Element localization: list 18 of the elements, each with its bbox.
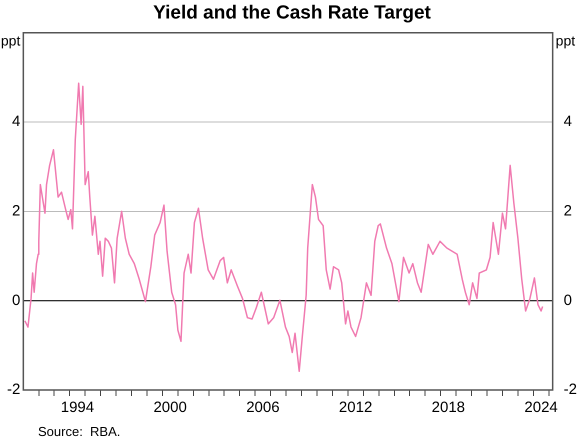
y-axis-title: ppt <box>0 32 20 49</box>
chart-title: Yield and the Cash Rate Target <box>153 2 432 24</box>
x-tick-label: 2024 <box>524 399 558 416</box>
x-tick-label: 1994 <box>60 399 94 416</box>
y-tick-label: 2 <box>12 202 20 220</box>
y-tick-label: 4 <box>12 113 20 130</box>
x-tick-label: 2018 <box>432 399 466 416</box>
x-tick-label: 2000 <box>153 399 187 416</box>
x-tick-label: 2012 <box>338 399 372 416</box>
y2-axis-title: ppt <box>556 32 576 49</box>
x-tick-label: 2006 <box>246 399 280 416</box>
y2-tick-label: 0 <box>564 292 572 309</box>
y2-tick-label: 2 <box>564 202 572 220</box>
y2-tick-label: 4 <box>564 113 572 130</box>
source-note: Source: RBA. <box>38 424 120 440</box>
y-tick-label: 0 <box>12 292 20 309</box>
y-tick-label: -2 <box>6 381 20 398</box>
y2-tick-label: -2 <box>564 381 578 398</box>
